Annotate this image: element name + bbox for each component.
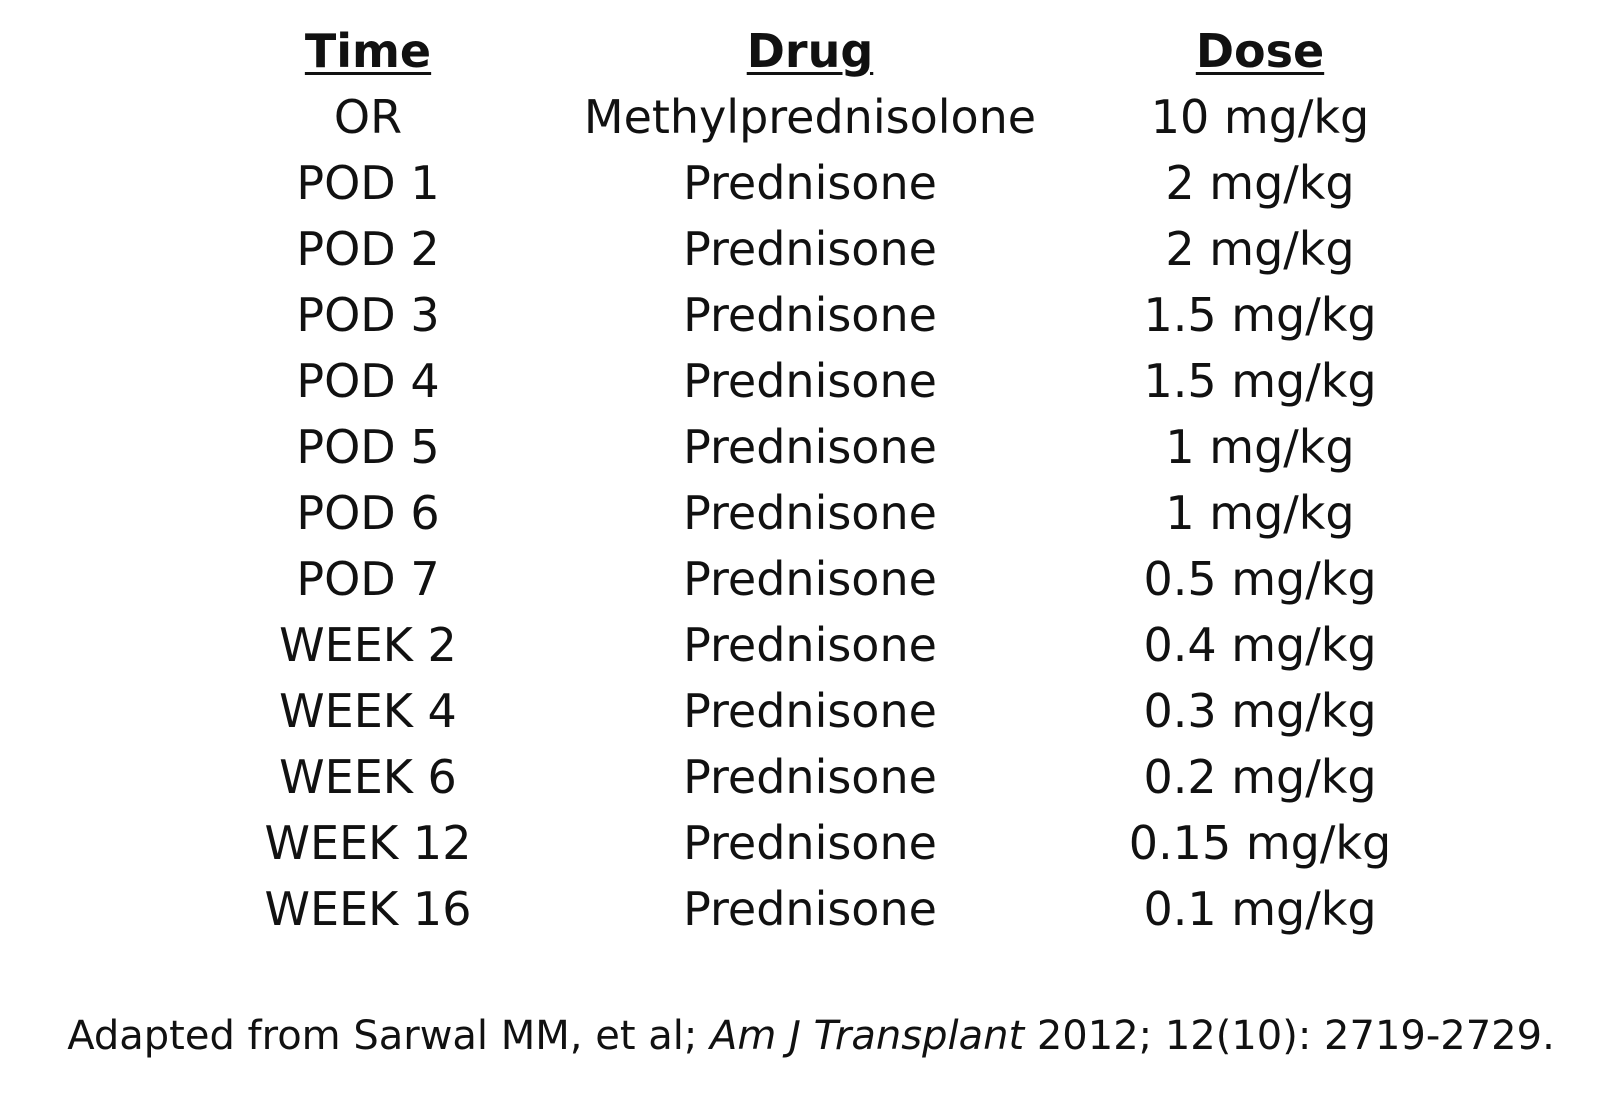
drug-cell: Prednisone	[683, 486, 937, 540]
drug-cell: Prednisone	[683, 552, 937, 606]
time-cell: POD 3	[296, 288, 440, 342]
table-row: POD 7 Prednisone 0.5 mg/kg	[0, 546, 1622, 612]
dose-cell: 0.1 mg/kg	[1143, 882, 1377, 936]
dose-cell: 2 mg/kg	[1165, 156, 1355, 210]
dose-cell: 1 mg/kg	[1165, 420, 1355, 474]
drug-cell: Prednisone	[683, 288, 937, 342]
time-cell: WEEK 4	[279, 684, 457, 738]
table-row: POD 3 Prednisone 1.5 mg/kg	[0, 282, 1622, 348]
header-time: Time	[304, 24, 432, 78]
table-row: POD 5 Prednisone 1 mg/kg	[0, 414, 1622, 480]
drug-cell: Prednisone	[683, 222, 937, 276]
drug-cell: Prednisone	[683, 156, 937, 210]
table-row: WEEK 2 Prednisone 0.4 mg/kg	[0, 612, 1622, 678]
drug-cell: Methylprednisolone	[583, 90, 1037, 144]
drug-cell: Prednisone	[683, 750, 937, 804]
time-cell: WEEK 16	[264, 882, 472, 936]
time-cell: POD 5	[296, 420, 440, 474]
time-cell: POD 6	[296, 486, 440, 540]
dose-cell: 1.5 mg/kg	[1143, 288, 1377, 342]
dose-cell: 0.2 mg/kg	[1143, 750, 1377, 804]
header-drug: Drug	[746, 24, 874, 78]
drug-cell: Prednisone	[683, 420, 937, 474]
time-cell: POD 7	[296, 552, 440, 606]
table-row: WEEK 16 Prednisone 0.1 mg/kg	[0, 876, 1622, 942]
dose-cell: 10 mg/kg	[1150, 90, 1370, 144]
header-dose: Dose	[1195, 24, 1325, 78]
table-row: WEEK 12 Prednisone 0.15 mg/kg	[0, 810, 1622, 876]
table-row: OR Methylprednisolone 10 mg/kg	[0, 84, 1622, 150]
citation: Adapted from Sarwal MM, et al; Am J Tran…	[0, 1006, 1622, 1066]
dose-cell: 0.15 mg/kg	[1128, 816, 1392, 870]
time-cell: POD 1	[296, 156, 440, 210]
citation-prefix: Adapted from Sarwal MM, et al;	[67, 1013, 711, 1059]
time-cell: WEEK 6	[279, 750, 457, 804]
table-row: WEEK 4 Prednisone 0.3 mg/kg	[0, 678, 1622, 744]
drug-cell: Prednisone	[683, 684, 937, 738]
time-cell: OR	[333, 90, 403, 144]
table-row: POD 2 Prednisone 2 mg/kg	[0, 216, 1622, 282]
drug-cell: Prednisone	[683, 354, 937, 408]
drug-cell: Prednisone	[683, 618, 937, 672]
citation-suffix: 2012; 12(10): 2719-2729.	[1024, 1013, 1555, 1059]
time-cell: WEEK 2	[279, 618, 457, 672]
table-row: POD 6 Prednisone 1 mg/kg	[0, 480, 1622, 546]
table-row: POD 1 Prednisone 2 mg/kg	[0, 150, 1622, 216]
dose-cell: 1 mg/kg	[1165, 486, 1355, 540]
time-cell: POD 2	[296, 222, 440, 276]
dose-cell: 2 mg/kg	[1165, 222, 1355, 276]
dose-cell: 0.5 mg/kg	[1143, 552, 1377, 606]
table-row: POD 4 Prednisone 1.5 mg/kg	[0, 348, 1622, 414]
dose-cell: 0.4 mg/kg	[1143, 618, 1377, 672]
dose-cell: 0.3 mg/kg	[1143, 684, 1377, 738]
time-cell: WEEK 12	[264, 816, 472, 870]
table-header-row: Time Drug Dose	[0, 18, 1622, 84]
table-row: WEEK 6 Prednisone 0.2 mg/kg	[0, 744, 1622, 810]
drug-cell: Prednisone	[683, 882, 937, 936]
time-cell: POD 4	[296, 354, 440, 408]
citation-journal: Am J Transplant	[710, 1013, 1025, 1059]
dosing-table: Time Drug Dose OR Methylprednisolone 10 …	[0, 18, 1622, 942]
dose-cell: 1.5 mg/kg	[1143, 354, 1377, 408]
drug-cell: Prednisone	[683, 816, 937, 870]
